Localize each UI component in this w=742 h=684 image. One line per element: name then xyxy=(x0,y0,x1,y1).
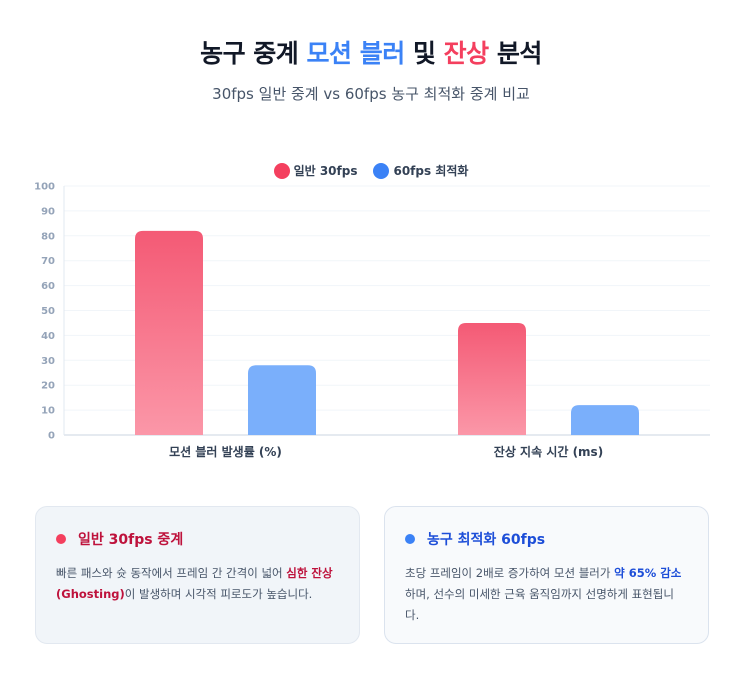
legend-item-series-2[interactable]: 60fps 최적화 xyxy=(373,162,468,179)
legend-label-series-2: 60fps 최적화 xyxy=(393,164,469,178)
legend-swatch-series-2 xyxy=(373,162,390,179)
bar-series-1-2 xyxy=(458,322,526,435)
card-30fps-header: 일반 30fps 중계 xyxy=(56,529,339,549)
y-tick-label: 20 xyxy=(41,381,55,392)
chart-legend: 일반 30fps 60fps 최적화 xyxy=(0,162,742,179)
x-category-label: 모션 블러 발생률 (%) xyxy=(169,444,282,459)
title-part-4: 잔상 xyxy=(443,39,490,68)
card-30fps: 일반 30fps 중계 빠른 패스와 슛 동작에서 프레임 간 간격이 넓어 심… xyxy=(35,506,360,644)
card-60fps-header: 농구 최적화 60fps xyxy=(405,529,688,549)
y-tick-label: 50 xyxy=(41,306,55,317)
card-60fps-title: 농구 최적화 60fps xyxy=(427,532,546,548)
card-30fps-title: 일반 30fps 중계 xyxy=(78,532,184,548)
card-30fps-text: 빠른 패스와 슛 동작에서 프레임 간 간격이 넓어 심한 잔상 (Ghosti… xyxy=(56,563,339,605)
y-tick-label: 30 xyxy=(41,356,55,367)
card-60fps: 농구 최적화 60fps 초당 프레임이 2배로 증가하여 모션 블러가 약 6… xyxy=(384,506,709,644)
y-tick-label: 10 xyxy=(41,406,55,417)
card-60fps-text-2: 하며, 선수의 미세한 근육 움직임까지 선명하게 표현됩니다. xyxy=(405,587,674,622)
y-tick-label: 40 xyxy=(41,331,55,342)
y-tick-label: 60 xyxy=(41,281,55,292)
legend-item-series-1[interactable]: 일반 30fps xyxy=(273,162,358,179)
title-part-1: 농구 중계 xyxy=(200,39,299,68)
y-tick-label: 0 xyxy=(48,431,55,442)
bar-series-2-1 xyxy=(248,365,316,435)
x-category-label: 잔상 지속 시간 (ms) xyxy=(494,444,603,459)
y-tick-label: 70 xyxy=(41,256,55,267)
y-tick-label: 100 xyxy=(34,182,55,193)
bar-series-2-2 xyxy=(571,405,639,435)
card-30fps-text-1: 빠른 패스와 슛 동작에서 프레임 간 간격이 넓어 xyxy=(56,566,287,580)
card-60fps-text-1: 초당 프레임이 2배로 증가하여 모션 블러가 xyxy=(405,566,615,580)
legend-label-series-1: 일반 30fps xyxy=(293,164,358,178)
y-tick-label: 90 xyxy=(41,206,55,217)
card-60fps-text: 초당 프레임이 2배로 증가하여 모션 블러가 약 65% 감소하며, 선수의 … xyxy=(405,563,688,626)
bar-series-1-1 xyxy=(135,230,203,435)
page-subtitle: 30fps 일반 중계 vs 60fps 농구 최적화 중계 비교 xyxy=(212,85,530,103)
card-30fps-dot xyxy=(56,534,66,544)
title-part-3: 및 xyxy=(412,39,436,68)
bar-chart: 0 10 20 30 40 50 60 70 80 90 100 모션 블러 발생률 (%) 잔상 지속… xyxy=(34,182,710,459)
card-60fps-dot xyxy=(405,534,415,544)
page-title: 농구 중계 모션 블러 및 잔상 분석 xyxy=(0,34,742,70)
title-part-5: 분석 xyxy=(496,39,543,68)
card-30fps-highlight: 심한 잔상 (Ghosting) xyxy=(56,566,333,601)
legend-swatch-series-1 xyxy=(273,162,290,179)
card-60fps-highlight: 약 65% 감소 xyxy=(614,566,682,580)
card-30fps-text-2: 이 발생하며 시각적 피로도가 높습니다. xyxy=(124,587,313,601)
title-part-2: 모션 블러 xyxy=(306,39,406,68)
y-tick-label: 80 xyxy=(41,231,55,242)
